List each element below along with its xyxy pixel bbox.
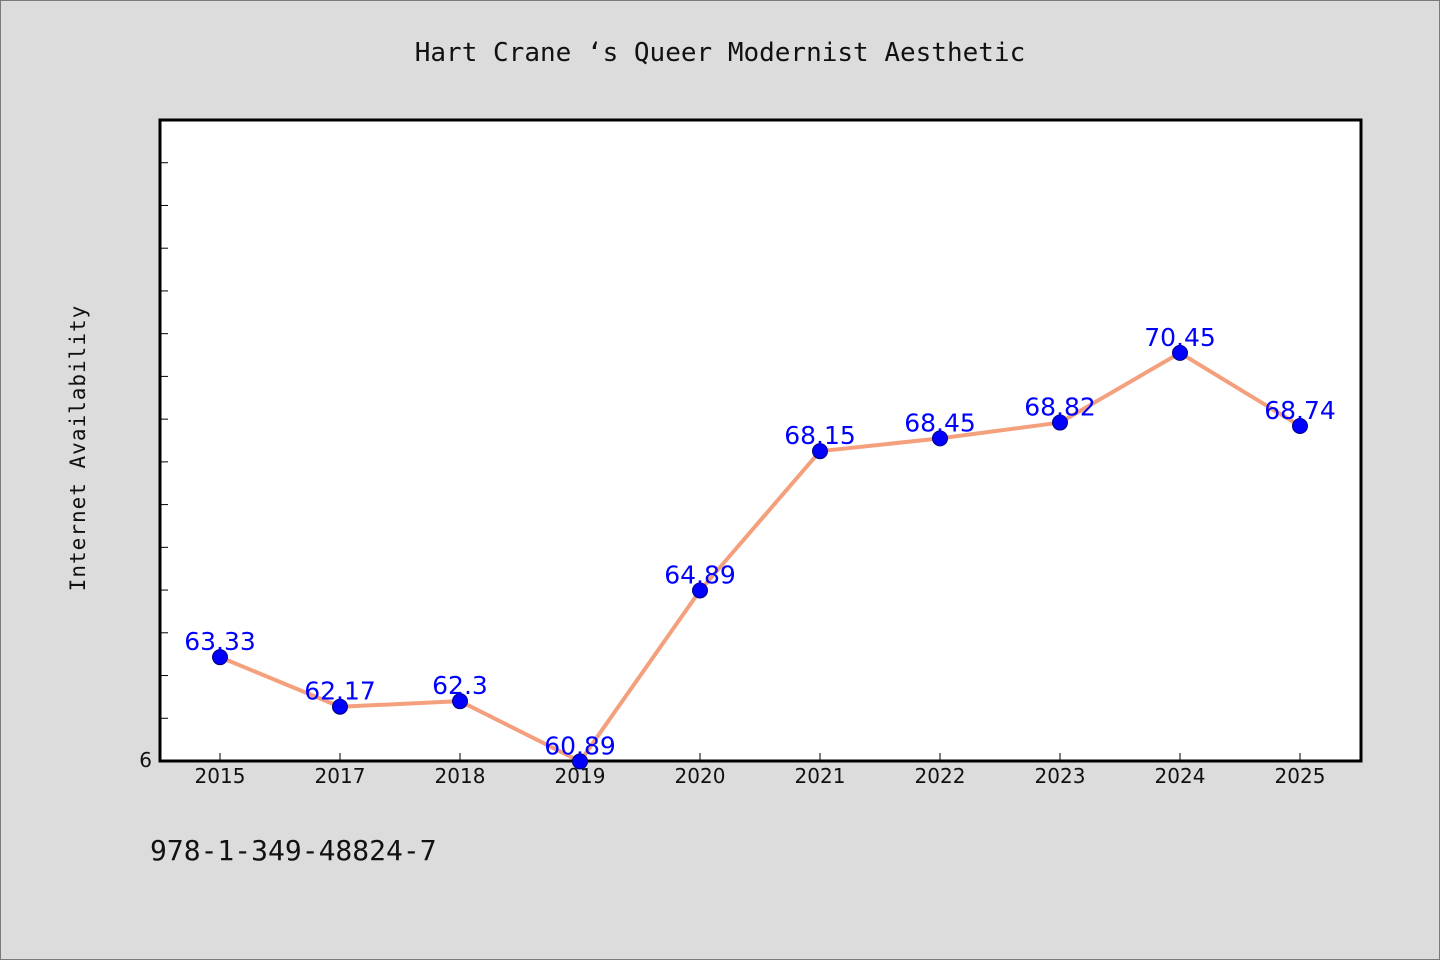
x-tick-label: 2024	[1155, 764, 1206, 788]
data-point	[932, 430, 948, 447]
data-point	[1052, 414, 1068, 431]
data-label: 63.33	[184, 627, 256, 656]
data-point	[572, 753, 588, 770]
y-axis-ticks: 6	[139, 162, 168, 772]
data-label: 68.15	[784, 421, 856, 450]
x-tick-label: 2023	[1035, 764, 1086, 788]
y-tick-label: 6	[139, 748, 152, 772]
x-tick-label: 2025	[1275, 764, 1326, 788]
data-point	[1172, 344, 1188, 361]
x-axis-ticks: 2015 2017 2018 2019 2020 2021 2022 2023 2024 2025	[195, 753, 1326, 788]
data-label: 62.17	[304, 677, 376, 706]
data-label: 68.74	[1264, 396, 1336, 425]
data-point	[692, 582, 708, 599]
x-tick-label: 2017	[315, 764, 366, 788]
x-tick-label: 2021	[795, 764, 846, 788]
chart-title: Hart Crane ‘s Queer Modernist Aesthetic	[414, 38, 1026, 68]
data-label: 62.3	[432, 671, 488, 700]
x-tick-label: 2018	[435, 764, 486, 788]
isbn-code: 978-1-349-48824-7	[150, 834, 437, 867]
data-label: 60.89	[544, 731, 616, 760]
plot-area	[158, 118, 1363, 763]
data-point	[212, 649, 228, 666]
series-line	[219, 350, 1302, 764]
data-point	[812, 443, 828, 460]
data-label: 70.45	[1144, 323, 1216, 352]
x-tick-label: 2020	[675, 764, 726, 788]
x-tick-label: 2015	[195, 764, 246, 788]
data-label: 68.45	[904, 408, 976, 437]
data-point	[1292, 417, 1308, 434]
data-label: 64.89	[664, 560, 736, 589]
x-tick-label: 2022	[915, 764, 966, 788]
data-label: 68.82	[1024, 393, 1096, 422]
data-labels: 63.33 62.17 62.3 60.89 64.89 68.15 68.45 68.82 7…	[184, 323, 1336, 761]
data-point	[332, 698, 348, 715]
data-markers	[212, 344, 1308, 770]
data-point	[452, 693, 468, 710]
